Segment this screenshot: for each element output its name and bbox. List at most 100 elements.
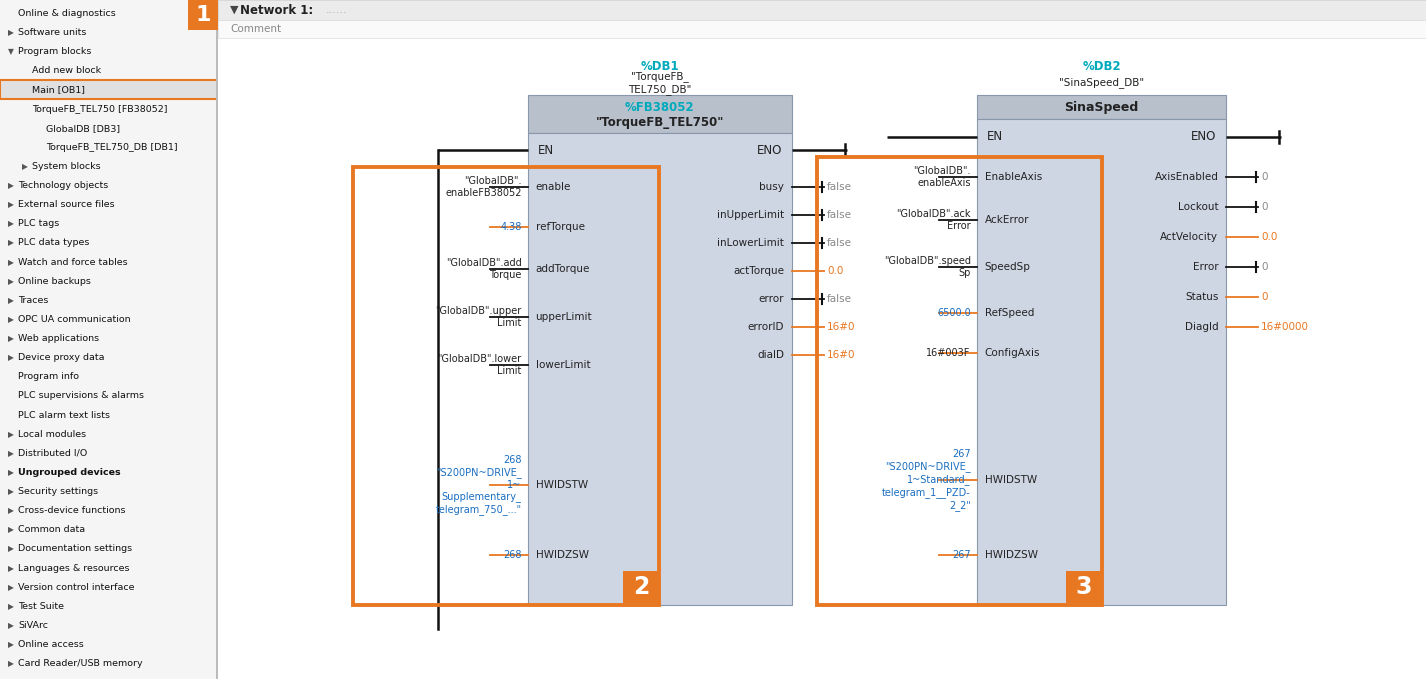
Text: Technology objects: Technology objects bbox=[19, 181, 108, 190]
Text: actTorque: actTorque bbox=[733, 266, 784, 276]
Text: 3: 3 bbox=[1075, 575, 1092, 599]
Bar bbox=[817, 157, 1101, 605]
Text: ▶: ▶ bbox=[21, 162, 29, 171]
Text: "GlobalDB".speed
Sp: "GlobalDB".speed Sp bbox=[884, 256, 971, 278]
Text: Online backups: Online backups bbox=[19, 276, 91, 286]
Text: SpeedSp: SpeedSp bbox=[985, 262, 1031, 272]
Text: ▶: ▶ bbox=[9, 659, 14, 668]
Text: dialD: dialD bbox=[757, 350, 784, 360]
Bar bbox=[528, 133, 793, 605]
Text: SinaSpeed: SinaSpeed bbox=[1064, 100, 1139, 113]
Text: "TorqueFB_
TEL750_DB": "TorqueFB_ TEL750_DB" bbox=[629, 71, 692, 95]
Text: Lockout: Lockout bbox=[1178, 202, 1218, 212]
Text: ▶: ▶ bbox=[9, 506, 14, 515]
Text: inLowerLimit: inLowerLimit bbox=[717, 238, 784, 248]
Text: 6500.0: 6500.0 bbox=[937, 308, 971, 318]
Text: HWIDZSW: HWIDZSW bbox=[985, 550, 1038, 560]
Bar bbox=[218, 20, 1426, 38]
Text: GlobalDB [DB3]: GlobalDB [DB3] bbox=[46, 124, 120, 132]
Text: false: false bbox=[827, 294, 853, 304]
Text: Network 1:: Network 1: bbox=[240, 3, 314, 16]
Text: SiVArc: SiVArc bbox=[19, 621, 48, 630]
Text: Device proxy data: Device proxy data bbox=[19, 353, 104, 362]
Text: Comment: Comment bbox=[230, 24, 281, 34]
Text: ▶: ▶ bbox=[9, 334, 14, 343]
Text: Security settings: Security settings bbox=[19, 487, 98, 496]
Text: ConfigAxis: ConfigAxis bbox=[985, 348, 1041, 358]
Text: Version control interface: Version control interface bbox=[19, 583, 134, 591]
Text: Status: Status bbox=[1185, 292, 1218, 302]
Text: PLC supervisions & alarms: PLC supervisions & alarms bbox=[19, 391, 144, 401]
Text: enable: enable bbox=[536, 182, 570, 192]
Text: ActVelocity: ActVelocity bbox=[1161, 232, 1218, 242]
Text: 267
"S200PN~DRIVE_
1~Standard_
telegram_1__PZD-
2_2": 267 "S200PN~DRIVE_ 1~Standard_ telegram_… bbox=[883, 449, 971, 511]
Text: ▶: ▶ bbox=[9, 545, 14, 553]
Text: ▶: ▶ bbox=[9, 449, 14, 458]
Text: 16#003F: 16#003F bbox=[927, 348, 971, 358]
Text: ▶: ▶ bbox=[9, 257, 14, 267]
Text: false: false bbox=[827, 182, 853, 192]
Text: error: error bbox=[759, 294, 784, 304]
Text: %DB1: %DB1 bbox=[640, 60, 679, 73]
Text: 0: 0 bbox=[1261, 202, 1268, 212]
Text: %DB2: %DB2 bbox=[1082, 60, 1121, 73]
Text: Card Reader/USB memory: Card Reader/USB memory bbox=[19, 659, 143, 668]
Text: 0.0: 0.0 bbox=[827, 266, 843, 276]
Text: "GlobalDB".add
Torque: "GlobalDB".add Torque bbox=[446, 258, 522, 280]
Text: Watch and force tables: Watch and force tables bbox=[19, 257, 128, 267]
Bar bbox=[354, 167, 659, 605]
Text: lowerLimit: lowerLimit bbox=[536, 360, 590, 370]
Text: System blocks: System blocks bbox=[31, 162, 101, 171]
Text: HWIDZSW: HWIDZSW bbox=[536, 550, 589, 560]
Text: "GlobalDB".
enableFB38052: "GlobalDB". enableFB38052 bbox=[445, 176, 522, 198]
Text: ▼: ▼ bbox=[9, 47, 14, 56]
Text: busy: busy bbox=[759, 182, 784, 192]
Text: 4.38: 4.38 bbox=[501, 222, 522, 232]
Text: "GlobalDB".
enableAxis: "GlobalDB". enableAxis bbox=[913, 166, 971, 188]
Text: ......: ...... bbox=[327, 5, 348, 15]
Bar bbox=[218, 0, 1426, 20]
Text: upperLimit: upperLimit bbox=[536, 312, 592, 322]
Text: PLC alarm text lists: PLC alarm text lists bbox=[19, 411, 110, 420]
Text: Traces: Traces bbox=[19, 296, 48, 305]
Text: Online & diagnostics: Online & diagnostics bbox=[19, 9, 116, 18]
Bar bbox=[188, 0, 218, 30]
Text: TorqueFB_TEL750_DB [DB1]: TorqueFB_TEL750_DB [DB1] bbox=[46, 143, 178, 152]
Text: OPC UA communication: OPC UA communication bbox=[19, 315, 131, 324]
Text: EnableAxis: EnableAxis bbox=[985, 172, 1042, 182]
Text: Main [OB1]: Main [OB1] bbox=[31, 86, 86, 94]
Text: ▶: ▶ bbox=[9, 621, 14, 630]
Text: ▶: ▶ bbox=[9, 181, 14, 190]
Text: "TorqueFB_TEL750": "TorqueFB_TEL750" bbox=[596, 116, 724, 129]
Text: ▶: ▶ bbox=[9, 28, 14, 37]
Text: Program blocks: Program blocks bbox=[19, 47, 91, 56]
Text: Local modules: Local modules bbox=[19, 430, 86, 439]
Text: 16#0: 16#0 bbox=[827, 350, 856, 360]
Text: ▶: ▶ bbox=[9, 487, 14, 496]
Text: ▶: ▶ bbox=[9, 296, 14, 305]
Text: 0: 0 bbox=[1261, 262, 1268, 272]
Text: External source files: External source files bbox=[19, 200, 114, 209]
Text: Web applications: Web applications bbox=[19, 334, 100, 343]
Text: "GlobalDB".ack
Error: "GlobalDB".ack Error bbox=[897, 209, 971, 231]
Text: HWIDSTW: HWIDSTW bbox=[536, 480, 588, 490]
Bar bbox=[1065, 571, 1101, 603]
Text: ▼: ▼ bbox=[230, 5, 238, 15]
Text: 1: 1 bbox=[195, 5, 211, 25]
Text: %FB38052: %FB38052 bbox=[625, 100, 694, 113]
Text: AckError: AckError bbox=[985, 215, 1030, 225]
Bar bbox=[977, 119, 1226, 605]
Text: Cross-device functions: Cross-device functions bbox=[19, 506, 125, 515]
Text: "GlobalDB".lower
Limit: "GlobalDB".lower Limit bbox=[438, 354, 522, 376]
Bar bbox=[977, 95, 1226, 119]
Bar bbox=[0, 80, 218, 99]
Text: Software units: Software units bbox=[19, 28, 87, 37]
Text: refTorque: refTorque bbox=[536, 222, 585, 232]
Text: Ungrouped devices: Ungrouped devices bbox=[19, 468, 121, 477]
Text: 267: 267 bbox=[953, 550, 971, 560]
Text: ▶: ▶ bbox=[9, 219, 14, 228]
Text: 16#0000: 16#0000 bbox=[1261, 322, 1309, 332]
Text: ENO: ENO bbox=[1191, 130, 1216, 143]
Text: 2: 2 bbox=[633, 575, 650, 599]
Text: AxisEnabled: AxisEnabled bbox=[1155, 172, 1218, 182]
